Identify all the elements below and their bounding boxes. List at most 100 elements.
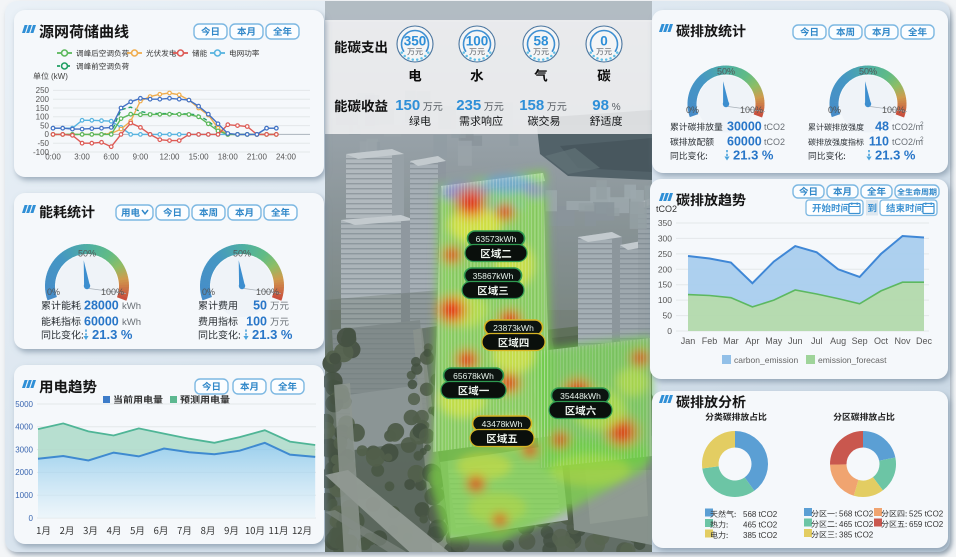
svg-text:(kW): (kW) — [51, 72, 68, 81]
svg-text:235: 235 — [456, 97, 481, 114]
svg-text:63573kWh: 63573kWh — [476, 234, 517, 244]
svg-text:0%: 0% — [828, 105, 841, 115]
svg-text:465 tCO2: 465 tCO2 — [839, 520, 874, 529]
svg-text:21.3 %: 21.3 % — [252, 327, 293, 342]
svg-text:350: 350 — [404, 34, 427, 49]
svg-text:23873kWh: 23873kWh — [493, 323, 534, 333]
svg-text:Oct: Oct — [874, 336, 889, 346]
svg-text:50: 50 — [40, 121, 49, 130]
svg-text:58: 58 — [533, 34, 549, 49]
svg-text:100%: 100% — [101, 287, 124, 297]
svg-text:carbon_emission: carbon_emission — [734, 355, 799, 365]
svg-text:300: 300 — [658, 233, 672, 243]
svg-text:21:00: 21:00 — [247, 153, 268, 162]
svg-text:0:00: 0:00 — [45, 153, 61, 162]
svg-text:Nov: Nov — [894, 336, 911, 346]
svg-text:21.3 %: 21.3 % — [92, 327, 133, 342]
svg-text:48: 48 — [875, 120, 889, 134]
svg-text:May: May — [765, 336, 783, 346]
svg-text:15:00: 15:00 — [189, 153, 210, 162]
svg-text:5000: 5000 — [15, 400, 33, 409]
svg-text:tCO2: tCO2 — [656, 204, 677, 214]
svg-text:Aug: Aug — [830, 336, 846, 346]
svg-text:tCO2/m: tCO2/m — [892, 122, 923, 132]
svg-text:568 tCO2: 568 tCO2 — [743, 510, 778, 519]
svg-text:100: 100 — [246, 315, 267, 329]
svg-text:12:00: 12:00 — [159, 153, 180, 162]
svg-text:Sep: Sep — [852, 336, 868, 346]
svg-text:150: 150 — [658, 280, 672, 290]
svg-text:tCO2/m: tCO2/m — [892, 137, 923, 147]
svg-text:28000: 28000 — [84, 299, 119, 313]
svg-text:21.3 %: 21.3 % — [733, 148, 774, 163]
svg-text:0%: 0% — [47, 287, 60, 297]
svg-text:0: 0 — [45, 130, 50, 139]
svg-text:%: % — [612, 102, 621, 113]
svg-text:kWh: kWh — [122, 301, 141, 312]
svg-text:4000: 4000 — [15, 423, 33, 432]
svg-text:2: 2 — [920, 121, 924, 128]
svg-text:2: 2 — [920, 136, 924, 143]
svg-text:2000: 2000 — [15, 468, 33, 477]
svg-text:659 tCO2: 659 tCO2 — [909, 520, 944, 529]
svg-text:50%: 50% — [859, 67, 877, 77]
svg-text:18:00: 18:00 — [218, 153, 239, 162]
svg-text:385 tCO2: 385 tCO2 — [839, 531, 874, 540]
svg-text:35448kWh: 35448kWh — [560, 391, 601, 401]
svg-text:100%: 100% — [256, 287, 279, 297]
svg-text:Jun: Jun — [788, 336, 803, 346]
svg-text:100%: 100% — [882, 105, 905, 115]
svg-text:Dec: Dec — [916, 336, 933, 346]
svg-text:350: 350 — [658, 218, 672, 228]
svg-text:24:00: 24:00 — [276, 153, 297, 162]
svg-text:3:00: 3:00 — [74, 153, 90, 162]
svg-text:525 tCO2: 525 tCO2 — [909, 510, 944, 519]
svg-text:6:00: 6:00 — [103, 153, 119, 162]
svg-text:200: 200 — [36, 95, 50, 104]
svg-text:65678kWh: 65678kWh — [453, 371, 494, 381]
svg-text:60000: 60000 — [84, 315, 119, 329]
svg-text:150: 150 — [36, 104, 50, 113]
svg-text:50%: 50% — [233, 249, 251, 259]
svg-text:0%: 0% — [202, 287, 215, 297]
svg-text:50: 50 — [253, 299, 267, 313]
svg-text:150: 150 — [395, 97, 420, 114]
svg-text:465 tCO2: 465 tCO2 — [743, 521, 778, 530]
svg-text:98: 98 — [592, 97, 609, 114]
svg-text:-50: -50 — [37, 139, 49, 148]
svg-text:emission_forecast: emission_forecast — [818, 355, 887, 365]
svg-text:200: 200 — [658, 264, 672, 274]
svg-text:0%: 0% — [686, 105, 699, 115]
svg-text:100: 100 — [466, 34, 489, 49]
svg-text:385 tCO2: 385 tCO2 — [743, 531, 778, 540]
svg-text:21.3 %: 21.3 % — [875, 148, 916, 163]
svg-text:50%: 50% — [717, 67, 735, 77]
svg-text:43478kWh: 43478kWh — [482, 419, 523, 429]
svg-text:0: 0 — [600, 34, 608, 49]
svg-text:110: 110 — [869, 135, 889, 149]
svg-text:tCO2: tCO2 — [764, 137, 785, 147]
svg-text:Apr: Apr — [745, 336, 759, 346]
svg-text:0: 0 — [29, 514, 34, 523]
svg-text:250: 250 — [36, 86, 50, 95]
svg-text:9:00: 9:00 — [133, 153, 149, 162]
svg-text:Jul: Jul — [811, 336, 823, 346]
svg-text:Mar: Mar — [723, 336, 739, 346]
svg-text:100: 100 — [658, 295, 672, 305]
svg-text:250: 250 — [658, 249, 672, 259]
svg-text:3000: 3000 — [15, 445, 33, 454]
svg-text:158: 158 — [519, 97, 544, 114]
svg-text:1000: 1000 — [15, 491, 33, 500]
svg-text:100: 100 — [36, 113, 50, 122]
svg-text:0: 0 — [667, 326, 672, 336]
svg-text:100%: 100% — [740, 105, 763, 115]
svg-text:kWh: kWh — [122, 317, 141, 328]
svg-text:50: 50 — [663, 311, 673, 321]
svg-text:50%: 50% — [78, 249, 96, 259]
svg-text:Jan: Jan — [681, 336, 696, 346]
svg-text:35867kWh: 35867kWh — [473, 271, 514, 281]
svg-text:568 tCO2: 568 tCO2 — [839, 510, 874, 519]
svg-text:60000: 60000 — [727, 135, 762, 149]
svg-text:tCO2: tCO2 — [764, 122, 785, 132]
svg-text:Feb: Feb — [702, 336, 718, 346]
